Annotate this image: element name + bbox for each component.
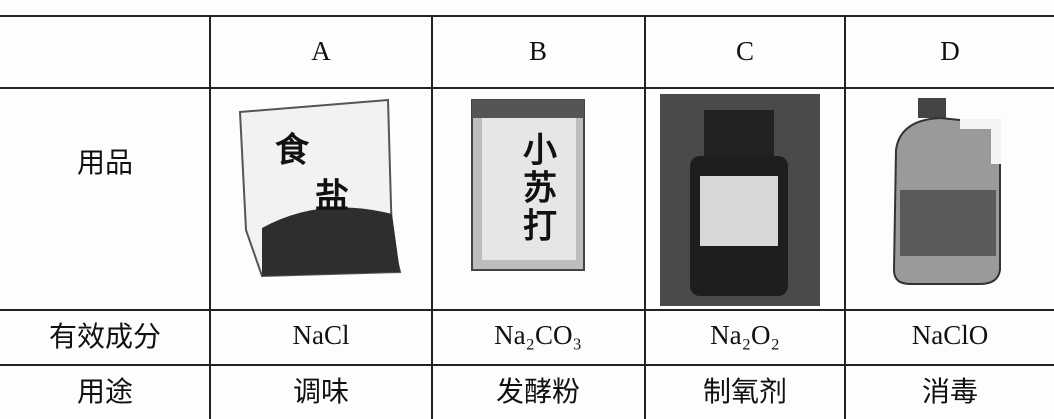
- cell: NaCl: [293, 320, 350, 350]
- package-text: 打: [523, 207, 557, 247]
- cell: 发酵粉: [496, 375, 580, 408]
- row-label: 用途: [77, 375, 133, 408]
- cell: Na₂CO₃: [494, 320, 582, 350]
- cell: 调味: [293, 375, 349, 408]
- column-header: A: [311, 36, 331, 66]
- bottle-c: [660, 94, 820, 306]
- column-header: D: [940, 36, 960, 66]
- cell: 消毒: [922, 375, 978, 408]
- column-header: C: [736, 36, 754, 66]
- bleach-jug: [892, 98, 1001, 285]
- package-text: 食: [275, 131, 310, 171]
- cell: 制氧剂: [703, 375, 787, 408]
- package-text: 苏: [523, 169, 557, 209]
- cell: NaClO: [912, 320, 989, 350]
- salt-bag: [238, 98, 402, 278]
- row-label: 有效成分: [49, 320, 161, 353]
- row-label: 用品: [77, 146, 133, 179]
- cell: Na₂O₂: [710, 320, 780, 350]
- baking-soda-bag: [471, 99, 585, 271]
- table-grid: [0, 15, 1054, 419]
- package-text: 小: [523, 131, 557, 171]
- package-text: 盐: [315, 177, 349, 217]
- column-header: B: [529, 36, 547, 66]
